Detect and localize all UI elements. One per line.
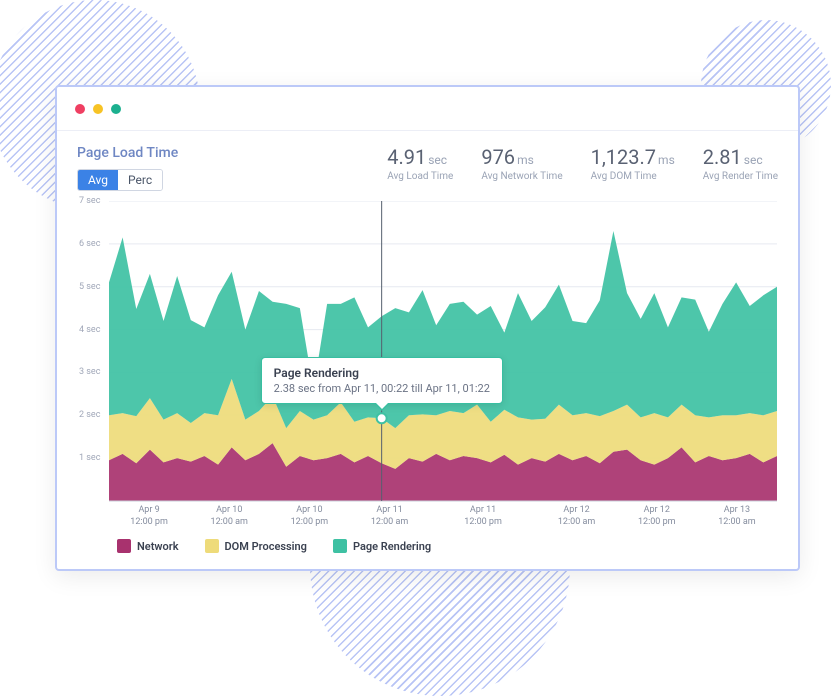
metric-label: Avg Render Time xyxy=(703,171,778,182)
metric-dom-time: 1,123.7ms Avg DOM Time xyxy=(591,145,675,182)
maximize-icon[interactable] xyxy=(111,104,121,114)
metric-render-time: 2.81sec Avg Render Time xyxy=(703,145,778,182)
x-axis-tick-label: Apr 912:00 pm xyxy=(114,505,184,528)
chart-tooltip: Page Rendering 2.38 sec from Apr 11, 00:2… xyxy=(261,357,503,404)
tooltip-title: Page Rendering xyxy=(274,366,490,380)
y-axis-tick-label: 3 sec xyxy=(79,367,100,377)
y-axis-tick-label: 2 sec xyxy=(79,410,100,420)
y-axis-tick-label: 7 sec xyxy=(79,196,100,206)
legend-swatch xyxy=(205,539,219,553)
y-axis-tick-label: 4 sec xyxy=(79,325,100,335)
metric-label: Avg Network Time xyxy=(481,171,562,182)
metric-value: 4.91 xyxy=(387,145,426,169)
panel-header: Page Load Time Avg Perc 4.91sec Avg Load… xyxy=(77,145,778,191)
chart-legend: Network DOM Processing Page Rendering xyxy=(77,539,778,553)
metric-label: Avg Load Time xyxy=(387,171,453,182)
tooltip-body: 2.38 sec from Apr 11, 00:22 till Apr 11,… xyxy=(274,382,490,395)
window-titlebar xyxy=(57,87,798,131)
chart-container[interactable]: 1 sec2 sec3 sec4 sec5 sec6 sec7 secApr 9… xyxy=(77,201,778,531)
x-axis-tick-label: Apr 1012:00 am xyxy=(194,505,264,528)
x-axis-tick-label: Apr 1012:00 pm xyxy=(274,505,344,528)
minimize-icon[interactable] xyxy=(93,104,103,114)
toggle-avg-button[interactable]: Avg xyxy=(78,170,118,190)
legend-swatch xyxy=(117,539,131,553)
metric-value: 1,123.7 xyxy=(591,145,656,169)
metric-unit: ms xyxy=(658,153,675,167)
panel-title: Page Load Time xyxy=(77,145,387,161)
metric-value: 976 xyxy=(481,145,515,169)
legend-item-network[interactable]: Network xyxy=(117,539,179,553)
close-icon[interactable] xyxy=(75,104,85,114)
y-axis-tick-label: 1 sec xyxy=(79,453,100,463)
metric-network-time: 976ms Avg Network Time xyxy=(481,145,562,182)
metrics-row: 4.91sec Avg Load Time 976ms Avg Network … xyxy=(387,145,778,182)
legend-item-dom[interactable]: DOM Processing xyxy=(205,539,307,553)
legend-item-rendering[interactable]: Page Rendering xyxy=(333,539,431,553)
x-axis-tick-label: Apr 1112:00 pm xyxy=(448,505,518,528)
metric-value: 2.81 xyxy=(703,145,742,169)
x-axis-tick-label: Apr 1312:00 am xyxy=(702,505,772,528)
metric-label: Avg DOM Time xyxy=(591,171,675,182)
x-axis-tick-label: Apr 1212:00 pm xyxy=(622,505,692,528)
metric-unit: sec xyxy=(744,153,763,167)
page-load-panel: Page Load Time Avg Perc 4.91sec Avg Load… xyxy=(57,131,798,569)
metric-toggle: Avg Perc xyxy=(77,169,163,191)
metric-unit: ms xyxy=(517,153,534,167)
legend-label: Page Rendering xyxy=(353,540,431,553)
toggle-perc-button[interactable]: Perc xyxy=(118,170,162,190)
app-window: Page Load Time Avg Perc 4.91sec Avg Load… xyxy=(55,85,800,571)
legend-label: DOM Processing xyxy=(225,540,307,553)
metric-load-time: 4.91sec Avg Load Time xyxy=(387,145,453,182)
x-axis-tick-label: Apr 1212:00 am xyxy=(542,505,612,528)
y-axis-tick-label: 5 sec xyxy=(79,282,100,292)
legend-label: Network xyxy=(137,540,179,553)
metric-unit: sec xyxy=(428,153,447,167)
x-axis-tick-label: Apr 1112:00 am xyxy=(355,505,425,528)
legend-swatch xyxy=(333,539,347,553)
y-axis-tick-label: 6 sec xyxy=(79,239,100,249)
